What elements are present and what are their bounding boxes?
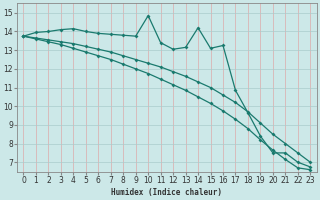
X-axis label: Humidex (Indice chaleur): Humidex (Indice chaleur) xyxy=(111,188,222,197)
